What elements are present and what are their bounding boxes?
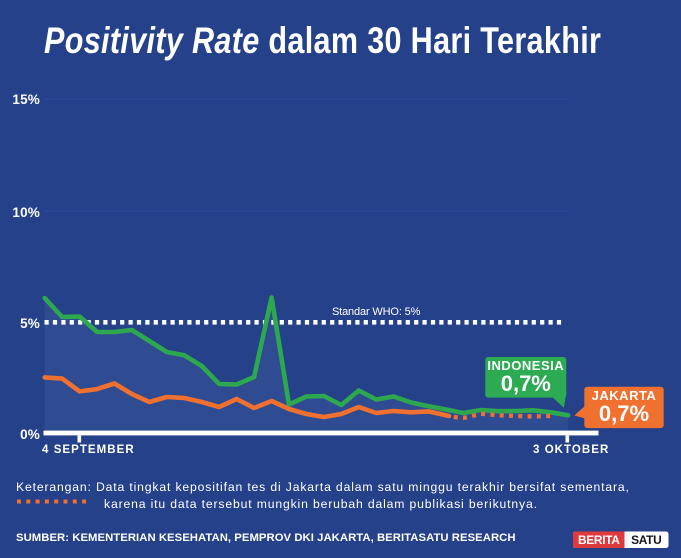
svg-text:JAKARTA: JAKARTA [592, 388, 657, 403]
svg-text:0,7%: 0,7% [501, 371, 551, 396]
svg-text:0,7%: 0,7% [599, 401, 649, 426]
svg-text:INDONESIA: INDONESIA [487, 358, 564, 373]
svg-text:BERITA: BERITA [578, 533, 620, 547]
svg-text:SATU: SATU [631, 533, 661, 547]
